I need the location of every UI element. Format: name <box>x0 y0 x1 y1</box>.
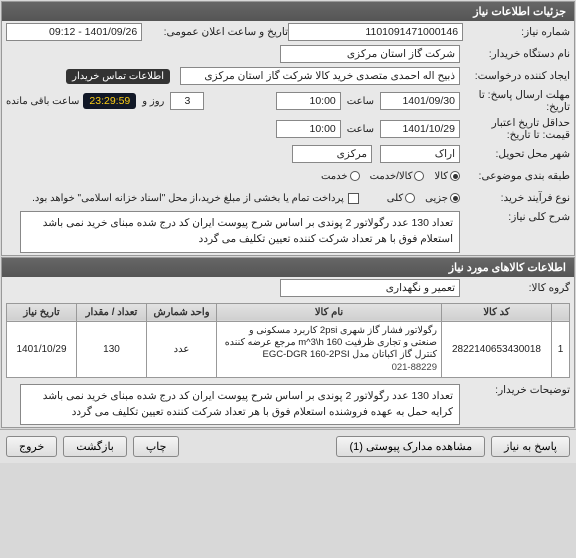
th-idx <box>552 303 570 321</box>
purchase-type-radio-group: جزیی کلی <box>379 193 460 204</box>
validity-time: 10:00 <box>276 120 341 138</box>
delivery-city-value: اراک <box>380 145 460 163</box>
goods-group-label: گروه کالا: <box>460 282 570 294</box>
details-panel-header: جزئیات اطلاعات نیاز <box>2 2 574 21</box>
cell-date: 1401/10/29 <box>7 321 77 377</box>
reply-button[interactable]: پاسخ به نیاز <box>491 436 570 457</box>
need-number-label: شماره نیاز: <box>463 26 570 38</box>
radio-dot-icon <box>405 193 415 203</box>
purchase-option-1[interactable]: کلی <box>387 193 415 204</box>
attachments-button[interactable]: مشاهده مدارک پیوستی (1) <box>336 436 485 457</box>
delivery-region-value: مرکزی <box>292 145 372 163</box>
exit-button[interactable]: خروج <box>6 436 57 457</box>
table-row[interactable]: 1 2822140653430018 رگولاتور فشار گاز شهر… <box>7 321 570 377</box>
th-date: تاریخ نیاز <box>7 303 77 321</box>
radio-dot-icon <box>414 171 424 181</box>
footer-bar: پاسخ به نیاز مشاهده مدارک پیوستی (1) چاپ… <box>0 429 576 463</box>
category-label: طبقه بندی موضوعی: <box>460 170 570 182</box>
details-panel: جزئیات اطلاعات نیاز شماره نیاز: 11010914… <box>1 1 575 256</box>
requester-value: ذبیح اله احمدی متصدی خرید کالا شرکت گاز … <box>180 67 460 85</box>
need-number-value: 1101091471000146 <box>288 23 463 41</box>
validity-date: 1401/10/29 <box>380 120 460 138</box>
hour-sep2: ساعت <box>347 124 374 135</box>
print-button[interactable]: چاپ <box>133 436 180 457</box>
buyer-notes-label: توضیحات خریدار: <box>460 384 570 396</box>
deadline-date: 1401/09/30 <box>380 92 460 110</box>
day-and: روز و <box>142 96 164 107</box>
org-name-value: شرکت گاز استان مرکزی <box>280 45 460 63</box>
goods-group-value: تعمیر و نگهداری <box>280 279 460 297</box>
th-name: نام کالا <box>217 303 442 321</box>
radio-dot-icon <box>450 171 460 181</box>
back-button[interactable]: بازگشت <box>63 436 127 457</box>
category-option-2[interactable]: خدمت <box>321 171 360 182</box>
purchase-option-0[interactable]: جزیی <box>425 193 460 204</box>
cell-name: رگولاتور فشار گاز شهری 2psi کاربرد مسکون… <box>217 321 442 377</box>
category-option-0[interactable]: کالا <box>434 171 460 182</box>
items-table: کد کالا نام کالا واحد شمارش تعداد / مقدا… <box>6 303 570 378</box>
radio-dot-icon <box>450 193 460 203</box>
cell-unit: عدد <box>147 321 217 377</box>
countdown-timer: 23:29:59 <box>83 93 136 109</box>
announce-label: تاریخ و ساعت اعلان عمومی: <box>142 26 288 38</box>
category-radio-group: کالا کالا/خدمت خدمت <box>313 171 460 182</box>
cell-code: 2822140653430018 <box>442 321 552 377</box>
deadline-label: مهلت ارسال پاسخ: تا تاریخ: <box>460 89 570 113</box>
announce-value: 1401/09/26 - 09:12 <box>6 23 142 41</box>
deadline-time: 10:00 <box>276 92 341 110</box>
goods-panel-header: اطلاعات کالاهای مورد نیاز <box>2 258 574 277</box>
treasury-checkbox[interactable] <box>348 193 359 204</box>
remaining-text: ساعت باقی مانده <box>6 96 79 107</box>
cell-idx: 1 <box>552 321 570 377</box>
main-desc-label: شرح کلی نیاز: <box>460 211 570 223</box>
requester-label: ایجاد کننده درخواست: <box>460 70 570 82</box>
contact-badge[interactable]: اطلاعات تماس خریدار <box>66 69 170 84</box>
th-code: کد کالا <box>442 303 552 321</box>
hour-sep1: ساعت <box>347 96 374 107</box>
cell-qty: 130 <box>77 321 147 377</box>
treasury-note: پرداخت تمام یا بخشی از مبلغ خرید،از محل … <box>32 193 344 204</box>
table-header-row: کد کالا نام کالا واحد شمارش تعداد / مقدا… <box>7 303 570 321</box>
delivery-city-label: شهر محل تحویل: <box>460 148 570 160</box>
radio-dot-icon <box>350 171 360 181</box>
days-remaining: 3 <box>170 92 204 110</box>
goods-panel: اطلاعات کالاهای مورد نیاز گروه کالا: تعم… <box>1 257 575 429</box>
main-desc-value: تعداد 130 عدد رگولاتور 2 پوندی بر اساس ش… <box>20 211 460 253</box>
validity-label: حداقل تاریخ اعتبار قیمت: تا تاریخ: <box>460 117 570 141</box>
th-qty: تعداد / مقدار <box>77 303 147 321</box>
buyer-notes-value: تعداد 130 عدد رگولاتور 2 پوندی بر اساس ش… <box>20 384 460 426</box>
phone-hint: 021-88229 <box>392 362 437 374</box>
th-unit: واحد شمارش <box>147 303 217 321</box>
category-option-1[interactable]: کالا/خدمت <box>370 171 425 182</box>
org-name-label: نام دستگاه خریدار: <box>460 48 570 60</box>
purchase-type-label: نوع فرآیند خرید: <box>460 192 570 204</box>
